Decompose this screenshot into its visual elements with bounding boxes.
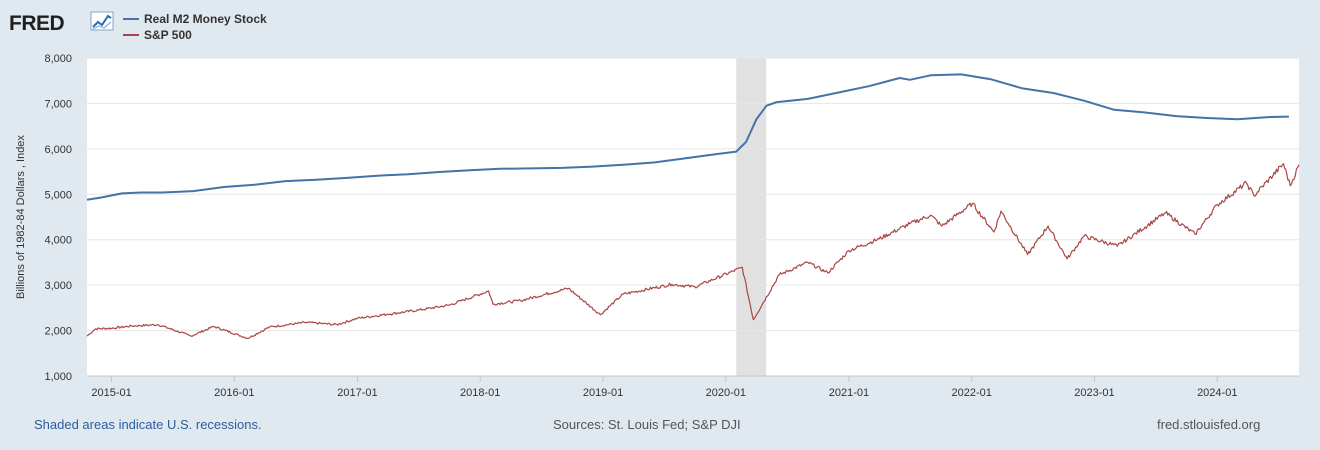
y-tick-label: 7,000 — [44, 98, 72, 110]
y-tick-label: 6,000 — [44, 144, 72, 156]
legend-item-sp500[interactable]: S&P 500 — [123, 28, 192, 42]
x-tick-label: 2016-01 — [214, 387, 254, 399]
recession-band — [736, 58, 767, 376]
site-link[interactable]: fred.stlouisfed.org — [1157, 417, 1260, 432]
chart-line-icon — [90, 11, 114, 31]
x-axis: 2015-01 2016-01 2017-01 2018-01 2019-01 2020-… — [87, 375, 1299, 399]
legend-item-m2[interactable]: Real M2 Money Stock — [123, 12, 267, 26]
y-tick-label: 1,000 — [44, 371, 72, 383]
fred-logo-text: FRED — [9, 12, 65, 35]
y-axis-title: Billions of 1982-84 Dollars , Index — [15, 135, 27, 299]
recession-layer — [736, 58, 767, 376]
legend: Real M2 Money Stock S&P 500 — [123, 12, 267, 42]
x-tick-label: 2015-01 — [91, 387, 131, 399]
series-line-real-m2 — [86, 73, 1289, 201]
series-layer — [86, 73, 1300, 339]
legend-label-m2: Real M2 Money Stock — [144, 12, 267, 26]
y-axis: 1,000 2,000 3,000 4,000 5,000 6,000 7,000 8,000 — [44, 53, 72, 383]
sources-text: Sources: St. Louis Fed; S&P DJI — [553, 417, 741, 432]
x-tick-label: 2018-01 — [460, 387, 500, 399]
y-tick-label: 2,000 — [44, 326, 72, 338]
y-tick-label: 8,000 — [44, 53, 72, 65]
x-tick-label: 2024-01 — [1197, 387, 1237, 399]
y-tick-label: 3,000 — [44, 280, 72, 292]
legend-label-sp500: S&P 500 — [144, 28, 192, 42]
recession-note-link[interactable]: Shaded areas indicate U.S. recessions. — [34, 417, 262, 432]
y-tick-label: 4,000 — [44, 235, 72, 247]
x-tick-label: 2023-01 — [1074, 387, 1114, 399]
y-tick-label: 5,000 — [44, 189, 72, 201]
x-tick-label: 2017-01 — [337, 387, 377, 399]
x-tick-label: 2019-01 — [583, 387, 623, 399]
plot-area — [87, 58, 1299, 376]
series-line-sp500 — [86, 163, 1300, 339]
fred-logo[interactable]: FRED — [9, 11, 114, 35]
x-tick-label: 2022-01 — [952, 387, 992, 399]
x-tick-label: 2021-01 — [829, 387, 869, 399]
x-tick-label: 2020-01 — [706, 387, 746, 399]
